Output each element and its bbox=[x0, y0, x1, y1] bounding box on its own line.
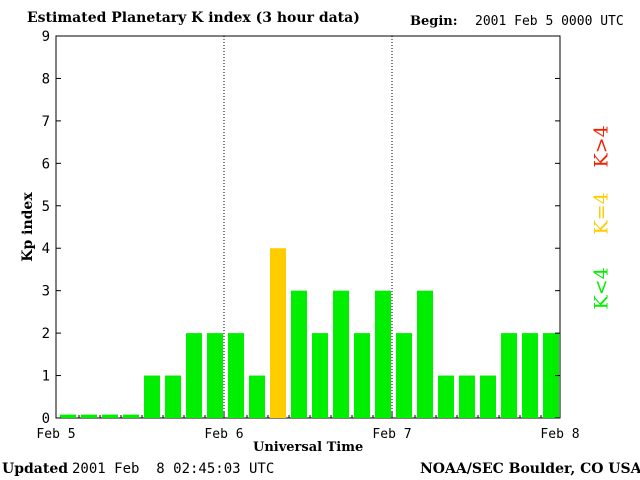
updated-value: 2001 Feb 8 02:45:03 UTC bbox=[72, 461, 275, 477]
kp-bar bbox=[207, 333, 223, 418]
kp-bar bbox=[480, 375, 496, 418]
y-tick-label: 0 bbox=[42, 411, 50, 427]
legend-equal-4: K=4 bbox=[590, 192, 613, 235]
kp-bar bbox=[249, 375, 265, 418]
updated-label: Updated bbox=[2, 461, 69, 477]
plot-border bbox=[55, 35, 561, 419]
y-tick-label: 8 bbox=[42, 71, 50, 87]
kp-bar bbox=[375, 290, 391, 418]
kp-bar bbox=[144, 375, 160, 418]
kp-bar bbox=[459, 375, 475, 418]
kp-bar bbox=[102, 414, 118, 418]
kp-bar bbox=[312, 333, 328, 418]
x-tick-label: Feb 5 bbox=[36, 427, 75, 442]
kp-bar bbox=[123, 414, 139, 418]
kp-bar bbox=[333, 290, 349, 418]
kp-bar bbox=[81, 414, 97, 418]
kp-bar bbox=[501, 333, 517, 418]
y-tick-label: 1 bbox=[42, 369, 50, 385]
x-axis-label: Universal Time bbox=[253, 440, 364, 455]
kp-bar bbox=[417, 290, 433, 418]
kp-bar bbox=[543, 333, 559, 418]
source-credit: NOAA/SEC Boulder, CO USA bbox=[420, 461, 640, 477]
begin-label: Begin: bbox=[410, 14, 458, 29]
plot-frame bbox=[55, 35, 561, 419]
y-tick-label: 3 bbox=[42, 284, 50, 300]
kp-bar bbox=[270, 248, 286, 418]
kp-bar bbox=[396, 333, 412, 418]
y-tick-label: 5 bbox=[42, 199, 50, 215]
begin-value: 2001 Feb 5 0000 UTC bbox=[475, 14, 624, 29]
y-axis: 0 1 2 3 4 5 6 7 8 9 bbox=[42, 29, 560, 427]
kp-bar bbox=[228, 333, 244, 418]
kp-bar bbox=[60, 414, 76, 418]
y-tick-label: 2 bbox=[42, 326, 50, 342]
legend-below-4: K<4 bbox=[590, 267, 613, 310]
legend-above-4: K>4 bbox=[590, 125, 613, 168]
kp-bar bbox=[354, 333, 370, 418]
y-tick-label: 4 bbox=[42, 241, 50, 257]
x-tick-label: Feb 6 bbox=[204, 427, 243, 442]
bar-series bbox=[60, 248, 559, 418]
kp-bar bbox=[438, 375, 454, 418]
y-tick-label: 6 bbox=[42, 156, 50, 172]
y-axis-label: Kp index bbox=[20, 192, 36, 262]
kp-bar bbox=[291, 290, 307, 418]
y-tick-label: 7 bbox=[42, 114, 50, 130]
x-axis: Feb 5 Feb 6 Feb 7 Feb 8 bbox=[36, 412, 580, 442]
x-tick-label: Feb 8 bbox=[540, 427, 579, 442]
x-tick-label: Feb 7 bbox=[372, 427, 411, 442]
y-tick-label: 9 bbox=[42, 29, 50, 45]
kp-bar bbox=[522, 333, 538, 418]
day-dividers bbox=[223, 36, 393, 418]
kp-bar bbox=[186, 333, 202, 418]
kp-bar bbox=[165, 375, 181, 418]
chart-title: Estimated Planetary K index (3 hour data… bbox=[27, 10, 360, 26]
